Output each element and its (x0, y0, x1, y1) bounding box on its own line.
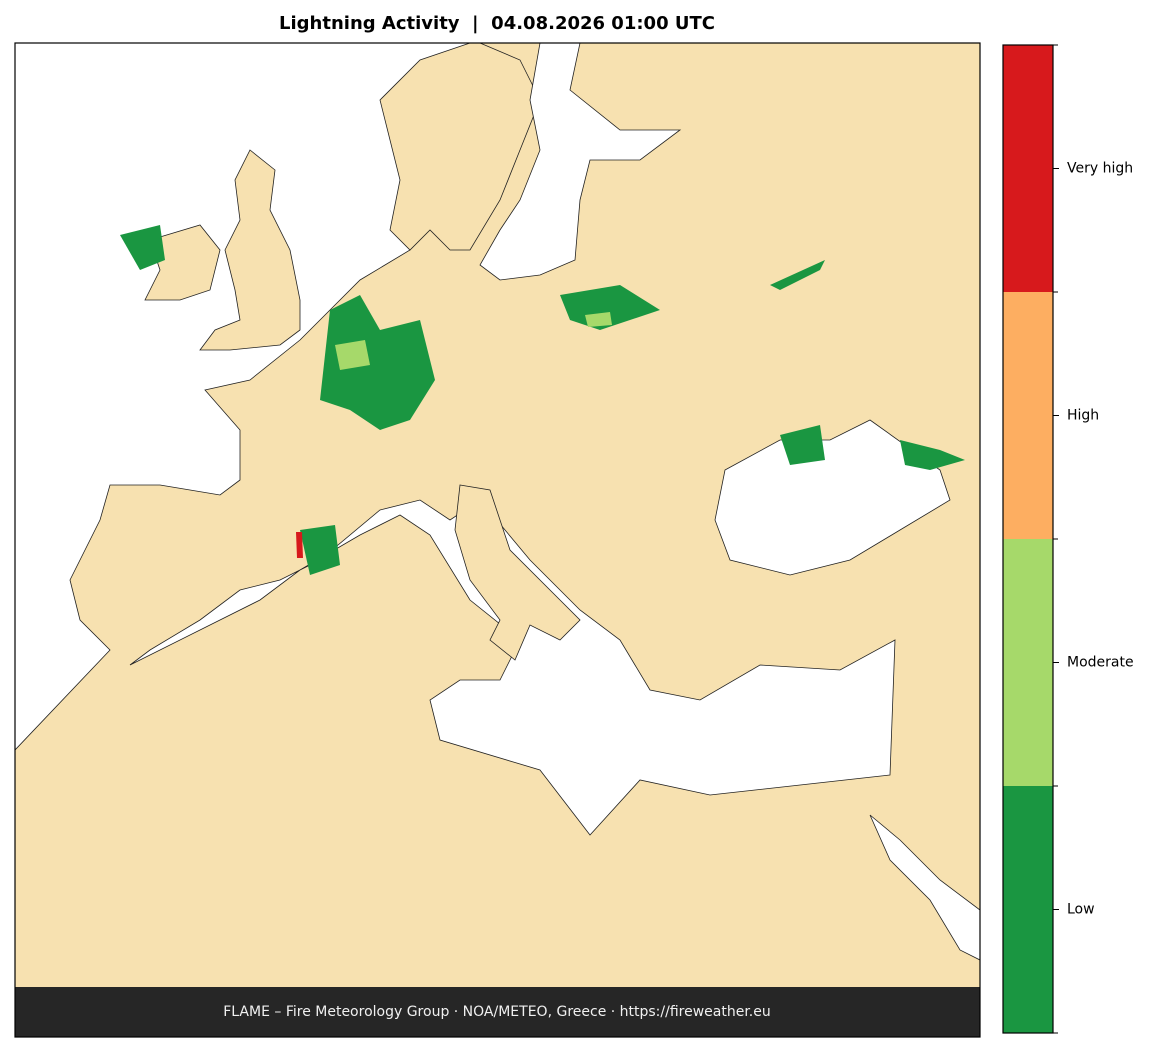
lightning-patch (300, 525, 340, 575)
britain (199, 149, 301, 351)
red-sea (869, 814, 980, 961)
lightning-patch (900, 440, 965, 470)
footer: FLAME – Fire Meteorology Group · NOA/MET… (223, 1004, 771, 1020)
colorbar-segment (1003, 539, 1053, 786)
lightning-patch (335, 340, 370, 370)
colorbar-segment (1003, 292, 1053, 539)
colorbar-label: Low (1067, 902, 1095, 918)
lightning-patch (560, 285, 660, 330)
footer-band (15, 987, 980, 1037)
colorbar: Low Moderate High Very high (1002, 44, 1134, 1034)
map: FLAME – Fire Meteorology Group · NOA/MET… (14, 42, 981, 1038)
colorbar-segment (1003, 45, 1053, 292)
italy (454, 484, 581, 661)
lightning-patch (585, 312, 612, 327)
colorbar-label: High (1067, 408, 1099, 424)
colorbar-label: Moderate (1067, 655, 1134, 671)
lightning-patch (296, 532, 303, 558)
ireland (144, 224, 221, 301)
colorbar-frame (1002, 44, 1054, 1034)
lightning-patch (320, 295, 435, 430)
mediterranean (129, 499, 896, 836)
colorbar-label: Very high (1067, 161, 1133, 177)
map-title: Lightning Activity | 04.08.2026 01:00 UT… (279, 13, 715, 34)
baltic (479, 43, 682, 281)
colorbar-segment (1003, 786, 1053, 1033)
lightning-patch (780, 425, 825, 465)
scandinavia (379, 43, 541, 251)
lightning-patch (770, 260, 825, 290)
lightning-patch (120, 225, 165, 270)
